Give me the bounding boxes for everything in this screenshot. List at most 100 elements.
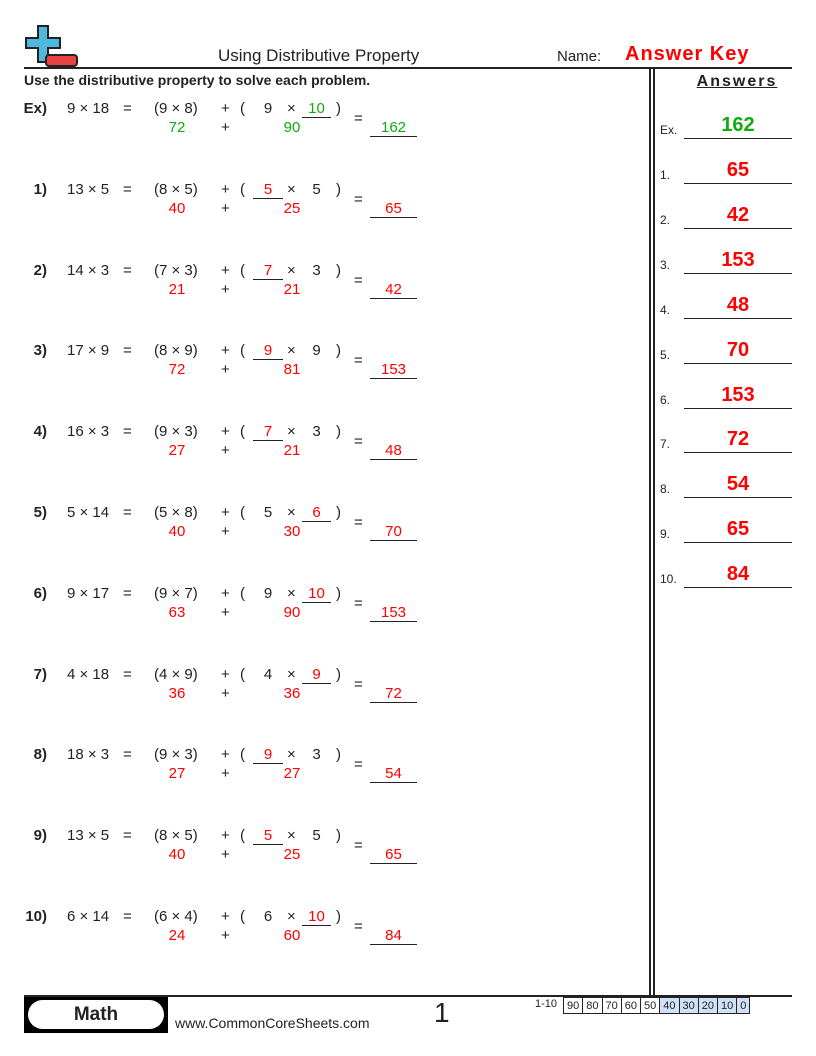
left-paren: (: [240, 908, 245, 925]
partial-product-2: 30: [283, 523, 301, 540]
score-cell: 50: [639, 997, 661, 1014]
problem-label: 6): [33, 584, 47, 602]
problem-row: 1) 13 × 5 = (8 × 5) +(5 × 5) = 40 +25 65: [0, 181, 640, 241]
factor-b: 3: [312, 261, 321, 279]
factor-b: 10: [302, 908, 331, 926]
answer-field: 162: [370, 119, 417, 137]
factor-a: 9: [253, 342, 283, 361]
factor-a: 9: [253, 746, 283, 765]
answer-label: 8.: [660, 482, 671, 497]
partial-product-2: 36: [283, 684, 301, 702]
answer-field: 70: [370, 523, 417, 541]
equals-sign: =: [354, 756, 363, 774]
first-product: (9 × 8): [154, 100, 198, 117]
plus-sign: +: [221, 746, 230, 764]
problem-expression: 13 × 5: [67, 827, 110, 845]
times-sign: ×: [287, 665, 296, 683]
score-cell: 0: [736, 997, 751, 1014]
plus-sign: +: [221, 100, 230, 117]
answer-value: 42: [684, 203, 792, 229]
left-paren: (: [240, 180, 245, 198]
subject-label: Math: [28, 1000, 164, 1029]
equals-sign: =: [354, 918, 363, 935]
factor-a: 5: [253, 827, 283, 846]
factor-b: 9: [302, 666, 331, 684]
score-label: 1-10: [535, 998, 558, 1010]
plus-sign: +: [221, 423, 230, 441]
left-paren: (: [240, 827, 245, 845]
times-sign: ×: [287, 746, 296, 764]
header-rule: [24, 67, 792, 69]
first-product: (4 × 9): [154, 665, 198, 683]
plus-sign: +: [221, 261, 230, 279]
first-product: (9 × 3): [154, 746, 198, 764]
problem-label: 10): [25, 908, 47, 925]
page-number: 1: [434, 997, 450, 1028]
right-paren: ): [336, 827, 341, 845]
factor-a: 9: [263, 584, 273, 602]
first-product: (9 × 7): [154, 584, 198, 602]
score-cell: 60: [620, 997, 642, 1014]
column-divider: [653, 69, 655, 996]
right-paren: ): [336, 746, 341, 764]
website: www.CommonCoreSheets.com: [175, 1015, 370, 1031]
partial-product-1: 40: [168, 199, 186, 217]
score-cell: 90: [562, 997, 584, 1014]
plus-sign: +: [221, 199, 230, 217]
first-product: (8 × 5): [154, 827, 198, 845]
problem-expression: 5 × 14: [67, 504, 110, 521]
first-product: (9 × 3): [154, 423, 198, 441]
plus-sign: +: [221, 280, 230, 298]
equals-sign: =: [123, 584, 132, 602]
left-paren: (: [240, 342, 245, 360]
answer-field: 72: [370, 685, 417, 703]
problem-expression: 18 × 3: [67, 746, 110, 764]
score-cell: 20: [697, 997, 719, 1014]
right-paren: ): [336, 908, 341, 925]
footer-rule: [24, 995, 792, 997]
answer-label: 1.: [660, 168, 671, 182]
right-paren: ): [336, 180, 341, 198]
factor-a: 5: [253, 181, 283, 199]
partial-product-1: 27: [168, 442, 186, 460]
times-sign: ×: [287, 827, 296, 845]
factor-b: 9: [312, 342, 321, 360]
equals-sign: =: [123, 423, 132, 441]
answer-row: 5. 70: [660, 338, 792, 368]
answer-value: 65: [684, 158, 792, 184]
problem-expression: 14 × 3: [67, 261, 110, 279]
partial-product-1: 40: [168, 846, 186, 864]
answers-header: Answers: [696, 73, 778, 90]
times-sign: ×: [287, 261, 296, 279]
plus-sign: +: [221, 827, 230, 845]
answer-value: 153: [684, 248, 792, 274]
score-cell: 10: [716, 997, 738, 1014]
score-table: 90 80 70 60 50 40 30 20 10 0: [562, 997, 751, 1014]
plus-sign: +: [221, 908, 230, 925]
score-cell: 80: [582, 997, 603, 1014]
plus-sign: +: [221, 927, 230, 944]
left-paren: (: [240, 584, 245, 602]
problem-label: 2): [33, 261, 47, 279]
plus-sign: +: [221, 361, 230, 379]
equals-sign: =: [123, 342, 132, 360]
factor-b: 5: [312, 827, 321, 845]
score-cell: 30: [678, 997, 699, 1014]
first-product: (8 × 9): [154, 342, 198, 360]
partial-product-1: 72: [168, 119, 186, 136]
answer-field: 65: [370, 846, 417, 865]
first-product: (6 × 4): [154, 908, 198, 925]
problem-expression: 16 × 3: [67, 423, 110, 441]
times-sign: ×: [287, 100, 296, 117]
partial-product-2: 21: [283, 442, 301, 460]
partial-product-2: 60: [283, 927, 301, 944]
answer-row: Ex. 162: [660, 113, 792, 143]
equals-sign: =: [123, 908, 132, 925]
equals-sign: =: [123, 827, 132, 845]
logo-icon: [24, 24, 80, 68]
equals-sign: =: [354, 190, 363, 208]
left-paren: (: [240, 504, 245, 521]
problem-row: 10) 6 × 14 = (6 × 4) + (6 × 10) = 24 +60 84: [0, 908, 640, 968]
partial-product-1: 21: [168, 280, 186, 298]
problem-expression: 9 × 18: [67, 100, 110, 117]
